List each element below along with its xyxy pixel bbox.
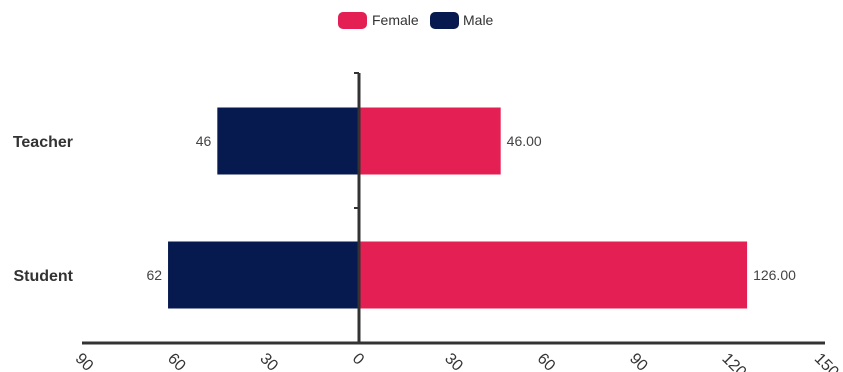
category-label-teacher: Teacher	[13, 134, 73, 151]
legend-swatch-male	[430, 12, 459, 29]
x-tick-label-8: 150	[811, 350, 842, 372]
bar-student-female	[359, 241, 748, 309]
x-tick-label-1: 60	[164, 350, 189, 372]
bars	[168, 107, 748, 309]
data-label-teacher-male: 46	[196, 133, 212, 149]
legend-swatch-female	[338, 12, 367, 29]
legend-label-male[interactable]: Male	[463, 12, 494, 28]
x-tick-label-5: 60	[534, 350, 559, 372]
x-tick-label-6: 90	[626, 350, 651, 372]
x-tick-label-2: 30	[256, 350, 281, 372]
bar-teacher-male	[217, 107, 359, 175]
x-tick-label-0: 90	[72, 350, 97, 372]
x-tick-label-7: 120	[718, 350, 749, 372]
legend-label-female[interactable]: Female	[372, 12, 419, 28]
data-label-student-male: 62	[146, 267, 162, 283]
bar-student-male	[168, 241, 359, 309]
category-label-student: Student	[13, 268, 73, 285]
x-tick-label-3: 0	[349, 350, 367, 368]
x-tick-label-4: 30	[441, 350, 466, 372]
bar-teacher-female	[359, 107, 501, 175]
legend: Female Male	[338, 12, 494, 29]
data-label-teacher-female: 46.00	[507, 133, 542, 149]
labels: 46.00 46 Teacher 126.00 62 Student	[13, 133, 796, 285]
data-label-student-female: 126.00	[753, 267, 796, 283]
